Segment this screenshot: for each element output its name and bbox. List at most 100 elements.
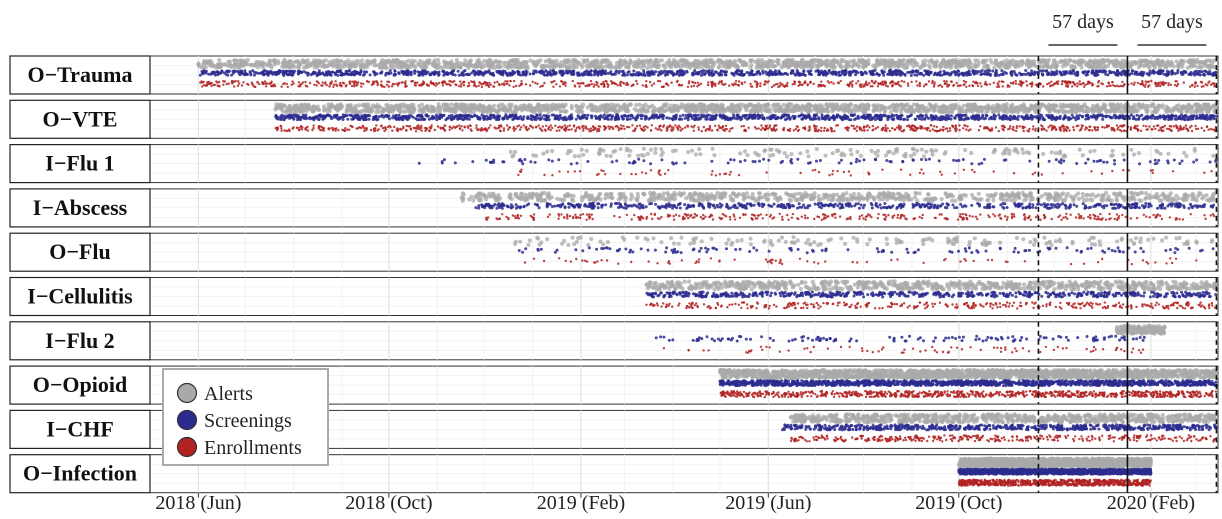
alerts-point bbox=[1095, 64, 1100, 69]
screenings-point bbox=[453, 73, 457, 77]
alerts-point bbox=[1164, 65, 1169, 70]
alerts-point bbox=[297, 62, 302, 67]
screenings-point bbox=[357, 72, 361, 76]
enrollments-point bbox=[897, 83, 901, 87]
alerts-point bbox=[848, 102, 853, 107]
enrollments-point bbox=[918, 81, 921, 85]
enrollments-point bbox=[900, 79, 903, 83]
screenings-point bbox=[216, 70, 220, 74]
screenings-point bbox=[627, 70, 631, 74]
enrollments-point bbox=[247, 83, 250, 87]
enrollments-point bbox=[232, 80, 236, 83]
screenings-point bbox=[473, 73, 477, 77]
enrollments-point bbox=[830, 81, 833, 84]
alerts-point bbox=[628, 59, 633, 64]
screenings-point bbox=[587, 70, 591, 74]
enrollments-point bbox=[839, 79, 842, 83]
enrollments-point bbox=[1176, 82, 1180, 86]
screenings-point bbox=[980, 72, 984, 76]
alerts-point bbox=[851, 58, 857, 63]
enrollments-point bbox=[414, 84, 418, 87]
alerts-point bbox=[299, 109, 304, 114]
screenings-point bbox=[329, 73, 333, 77]
alerts-point bbox=[253, 62, 258, 67]
enrollments-point bbox=[1035, 83, 1038, 86]
enrollments-point bbox=[578, 85, 581, 88]
enrollments-point bbox=[933, 83, 936, 86]
screenings-point bbox=[631, 72, 635, 76]
screenings-point bbox=[501, 69, 505, 73]
screenings-point bbox=[1149, 71, 1152, 75]
enrollments-point bbox=[587, 83, 590, 87]
screenings-point bbox=[926, 72, 930, 76]
alerts-point bbox=[513, 60, 519, 65]
enrollments-point bbox=[205, 84, 208, 87]
screenings-point bbox=[861, 72, 865, 75]
alerts-point bbox=[822, 59, 827, 64]
enrollments-point bbox=[763, 83, 766, 86]
alerts-point bbox=[1059, 107, 1064, 112]
alerts-point bbox=[401, 61, 406, 66]
alerts-point bbox=[663, 65, 668, 70]
screenings-point bbox=[433, 70, 437, 74]
screenings-point bbox=[1206, 72, 1210, 76]
alerts-point bbox=[1049, 64, 1054, 69]
alerts-point bbox=[1052, 58, 1057, 63]
alerts-point bbox=[647, 59, 652, 64]
screenings-point bbox=[456, 69, 460, 73]
screenings-point bbox=[806, 69, 810, 73]
alerts-point bbox=[196, 62, 201, 67]
enrollments-point bbox=[644, 84, 648, 87]
enrollments-point bbox=[1017, 83, 1021, 86]
enrollments-point bbox=[203, 83, 206, 87]
alerts-point bbox=[522, 65, 527, 70]
alerts-point bbox=[406, 58, 411, 63]
enrollments-point bbox=[1194, 82, 1197, 85]
enrollments-point bbox=[496, 80, 499, 84]
enrollments-point bbox=[837, 81, 841, 85]
enrollments-point bbox=[480, 85, 484, 89]
screenings-point bbox=[1170, 69, 1174, 73]
screenings-point bbox=[646, 73, 650, 77]
screenings-point bbox=[751, 73, 755, 77]
enrollments-point bbox=[555, 83, 558, 86]
enrollments-point bbox=[539, 85, 542, 88]
alerts-point bbox=[872, 64, 878, 70]
enrollments-point bbox=[1078, 80, 1081, 83]
screenings-point bbox=[602, 71, 606, 75]
enrollments-point bbox=[1209, 83, 1213, 86]
enrollments-point bbox=[1079, 83, 1083, 86]
enrollments-point bbox=[800, 83, 804, 87]
alerts-point bbox=[737, 58, 742, 63]
screenings-point bbox=[1094, 69, 1098, 73]
alerts-point bbox=[798, 60, 803, 65]
enrollments-point bbox=[678, 84, 681, 87]
enrollments-point bbox=[1136, 81, 1140, 85]
series-alerts-panel-0 bbox=[196, 57, 1219, 71]
screenings-point bbox=[937, 71, 941, 75]
screenings-point bbox=[656, 73, 660, 77]
alerts-point bbox=[362, 108, 367, 113]
enrollments-point bbox=[733, 82, 736, 85]
enrollments-point bbox=[411, 80, 414, 83]
screenings-point bbox=[270, 71, 274, 75]
alerts-point bbox=[691, 62, 696, 67]
enrollments-point bbox=[1060, 83, 1064, 86]
alerts-point bbox=[557, 64, 563, 69]
screenings-point bbox=[750, 69, 754, 73]
screenings-point bbox=[841, 71, 844, 75]
alerts-point bbox=[805, 60, 810, 65]
screenings-point bbox=[347, 69, 351, 73]
enrollments-point bbox=[1050, 80, 1053, 83]
enrollments-point bbox=[996, 82, 999, 85]
enrollments-point bbox=[512, 85, 515, 89]
screenings-point bbox=[1141, 72, 1145, 76]
enrollments-point bbox=[696, 81, 700, 85]
enrollments-point bbox=[686, 85, 690, 89]
screenings-point bbox=[880, 69, 884, 73]
alerts-point bbox=[240, 63, 245, 68]
enrollments-point bbox=[263, 80, 267, 83]
enrollments-point bbox=[1156, 84, 1160, 88]
screenings-point bbox=[675, 70, 679, 74]
enrollments-point bbox=[676, 79, 679, 83]
